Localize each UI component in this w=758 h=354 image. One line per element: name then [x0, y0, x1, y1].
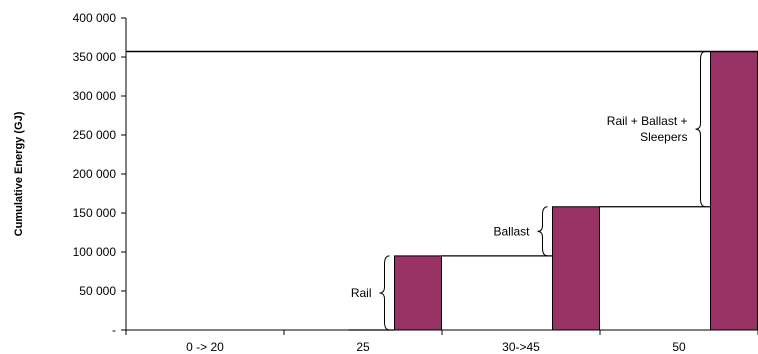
annotation-label: Sleepers	[640, 130, 687, 144]
annotation-brace	[537, 206, 548, 257]
annotation-label: Ballast	[493, 224, 530, 238]
x-tick-label: 30->45	[502, 340, 540, 354]
y-tick-label: 350 000	[73, 50, 117, 64]
annotation-brace	[695, 51, 706, 208]
y-tick-label: 150 000	[73, 206, 117, 220]
annotation-brace	[379, 255, 390, 331]
y-tick-label: -	[112, 323, 116, 337]
plot-area: - 50 000 100 000 150 000 200 000 250 000 300 0…	[73, 11, 758, 354]
bar	[394, 255, 442, 331]
annotation-label: Rail + Ballast +	[607, 114, 688, 128]
annotation-label: Rail	[351, 286, 372, 300]
x-tick-label: 50	[672, 340, 686, 354]
y-tick-label: 250 000	[73, 128, 117, 142]
y-tick-label: 200 000	[73, 167, 117, 181]
y-tick-label: 50 000	[79, 284, 116, 298]
x-tick-label: 25	[356, 340, 370, 354]
bar	[552, 206, 600, 331]
y-tick-label: 100 000	[73, 245, 117, 259]
bar	[710, 51, 758, 331]
y-axis-title: Cumulative Energy (GJ)	[13, 111, 25, 236]
y-tick-label: 400 000	[73, 11, 117, 25]
x-tick-label: 0 -> 20	[186, 340, 224, 354]
y-tick-label: 300 000	[73, 89, 117, 103]
